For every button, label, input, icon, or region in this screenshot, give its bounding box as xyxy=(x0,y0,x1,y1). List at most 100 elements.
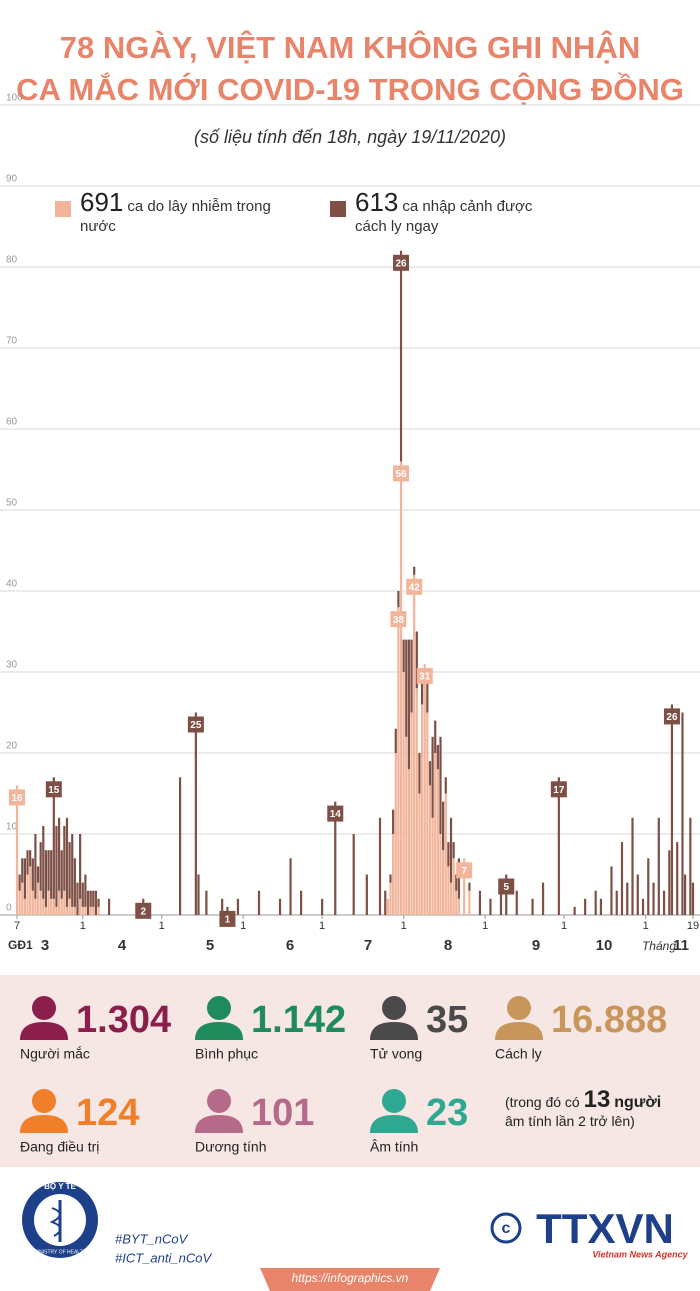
bar xyxy=(676,842,679,915)
bar xyxy=(442,801,445,851)
bar xyxy=(197,874,200,915)
bar xyxy=(44,850,48,907)
note-text: âm tính lần 2 trở lên) xyxy=(505,1113,635,1129)
bar xyxy=(89,890,92,907)
bar xyxy=(84,906,87,915)
bar xyxy=(178,777,182,915)
stat: 1.304 Người mắc xyxy=(20,996,171,1062)
bar xyxy=(468,882,471,891)
value-label-box xyxy=(456,862,473,879)
bar xyxy=(505,874,508,915)
bar xyxy=(689,817,692,915)
bar xyxy=(405,736,408,915)
bar xyxy=(426,672,429,713)
y-tick-label: 40 xyxy=(6,579,18,590)
person-head xyxy=(32,1089,56,1113)
bar xyxy=(92,906,95,915)
month-word: Tháng xyxy=(642,939,676,953)
bar xyxy=(63,825,66,891)
y-tick-label: 50 xyxy=(6,498,18,509)
legend-label: ca nhập cảnh được cách ly ngay xyxy=(355,198,533,235)
bar xyxy=(407,769,411,915)
url: https://infographics.vn xyxy=(292,1271,409,1285)
month-label: 6 xyxy=(286,937,294,954)
stat-label: Âm tính xyxy=(370,1139,418,1155)
stat-value: 35 xyxy=(426,999,468,1041)
month-label: 3 xyxy=(41,937,49,954)
value-label-box xyxy=(550,781,567,798)
bar xyxy=(289,858,292,915)
value-label-box xyxy=(45,781,62,798)
y-tick-label: 60 xyxy=(6,417,18,428)
person-body xyxy=(195,1115,243,1133)
bar xyxy=(81,906,84,915)
bar xyxy=(84,874,87,907)
bar xyxy=(399,461,403,915)
y-tick-label: 70 xyxy=(6,336,18,347)
bar xyxy=(86,890,90,915)
bar xyxy=(531,898,534,915)
bar xyxy=(36,882,40,915)
bar xyxy=(394,728,397,753)
value-label: 1 xyxy=(225,915,231,926)
bar xyxy=(34,834,37,899)
bar xyxy=(73,858,76,907)
value-label: 2 xyxy=(140,906,146,917)
bar xyxy=(65,817,69,907)
bar xyxy=(423,663,426,915)
y-tick-label: 10 xyxy=(6,822,18,833)
stat: 124 Đang điều trị xyxy=(20,1089,139,1155)
bar xyxy=(386,898,389,915)
bar xyxy=(334,801,337,915)
value-label-box xyxy=(663,708,680,725)
bar xyxy=(457,898,460,915)
bar xyxy=(81,882,84,907)
bar xyxy=(36,866,40,883)
bar xyxy=(641,898,645,915)
bar xyxy=(594,890,597,915)
bar xyxy=(413,574,416,915)
stat-value: 16.888 xyxy=(551,999,667,1041)
bar xyxy=(489,898,492,915)
bar xyxy=(557,777,560,915)
bar xyxy=(436,769,439,915)
copyright-c: c xyxy=(502,1220,511,1237)
value-label: 56 xyxy=(395,469,407,480)
value-label-box xyxy=(406,578,423,595)
bar xyxy=(431,817,434,915)
bar xyxy=(23,858,26,899)
bar xyxy=(18,874,21,891)
month-label: 7 xyxy=(364,937,372,954)
agency-en: Vietnam News Agency xyxy=(592,1249,688,1259)
bar xyxy=(584,898,587,915)
bar xyxy=(79,834,82,899)
bar xyxy=(94,890,98,915)
month-label: 4 xyxy=(118,937,127,954)
x-tick-label: 1 xyxy=(240,920,246,932)
value-label: 17 xyxy=(553,785,565,796)
bar xyxy=(23,898,26,915)
stat-label: Tử vong xyxy=(370,1046,422,1062)
bar xyxy=(442,850,445,915)
stat-label: Người mắc xyxy=(20,1046,90,1062)
value-label-box xyxy=(187,716,204,733)
bar xyxy=(444,777,447,794)
bar xyxy=(52,777,55,899)
bar xyxy=(439,834,442,915)
bar xyxy=(15,785,19,915)
bar xyxy=(402,672,405,915)
bar xyxy=(21,858,24,883)
bar xyxy=(52,898,55,915)
value-label: 5 xyxy=(503,882,509,893)
bar xyxy=(626,882,629,915)
bar xyxy=(455,890,458,915)
value-label-box xyxy=(390,611,407,628)
bar xyxy=(60,898,63,915)
bar xyxy=(541,882,545,915)
hashtag: #ICT_anti_nCoV xyxy=(115,1250,212,1265)
bar xyxy=(407,639,411,770)
phase-label: GĐ1 xyxy=(8,938,33,952)
stat-value: 23 xyxy=(426,1092,468,1134)
bar xyxy=(515,890,518,915)
bar xyxy=(68,898,71,915)
